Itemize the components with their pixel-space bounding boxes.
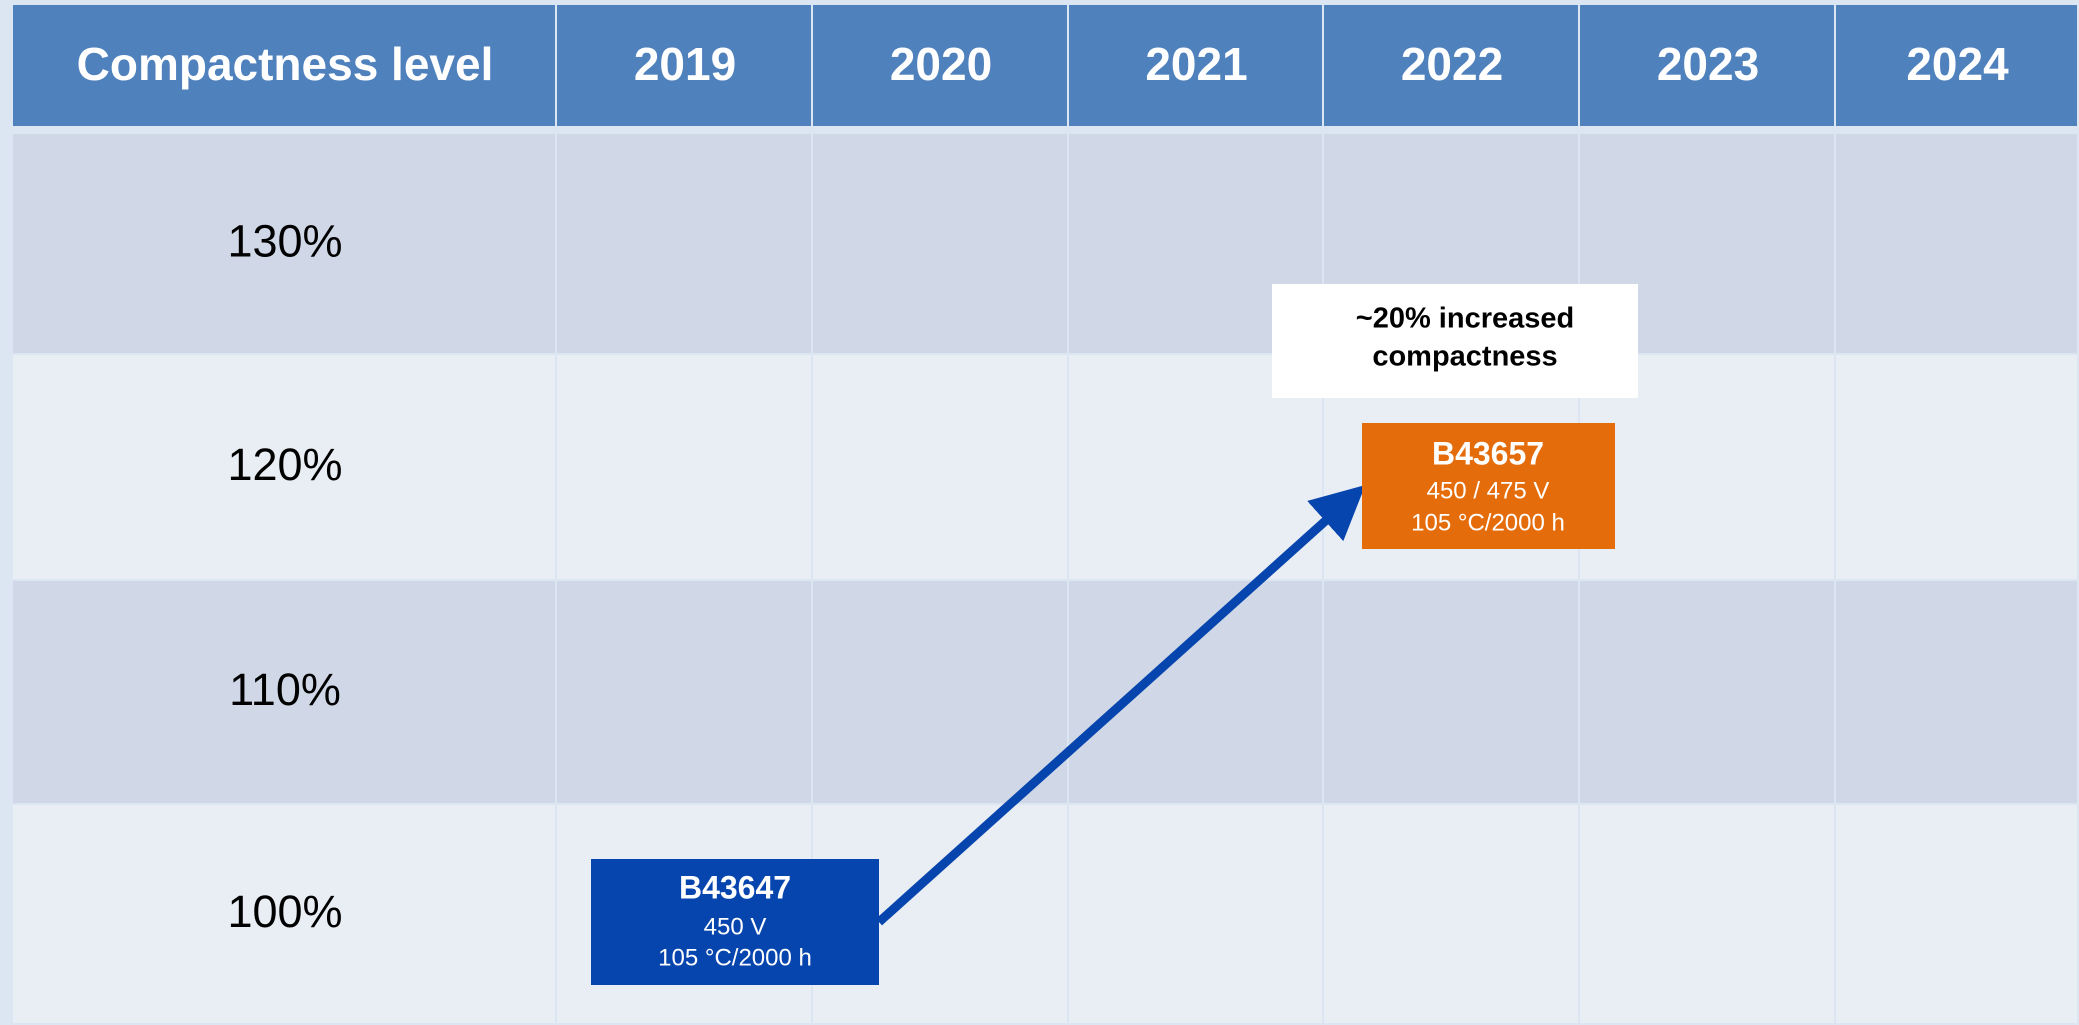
- cell: [13, 805, 555, 1023]
- cell: [813, 134, 1067, 353]
- product-box: [1362, 423, 1615, 549]
- product-name: B43647: [679, 869, 791, 905]
- cell: [1324, 581, 1578, 803]
- product-spec: 450 / 475 V: [1427, 477, 1550, 504]
- table: [13, 5, 2077, 1023]
- cell: [13, 355, 555, 579]
- cell: [1836, 581, 2077, 803]
- cell: [1580, 581, 1834, 803]
- product-spec: 105 °C/2000 h: [658, 944, 812, 971]
- product-spec: 105 °C/2000 h: [1411, 509, 1565, 536]
- cell: [813, 581, 1067, 803]
- cell: [1069, 805, 1322, 1023]
- row-label: 100%: [227, 886, 342, 937]
- cell: [557, 134, 811, 353]
- table-text: Compactness level 2019 2020 2021 2022 2023 202…: [77, 38, 2009, 937]
- product-box: [591, 859, 879, 985]
- header-text: 2021: [1145, 38, 1247, 90]
- header-cell: [1580, 5, 1834, 126]
- cell: [1836, 355, 2077, 579]
- cell: [557, 355, 811, 579]
- header-text: 2019: [634, 38, 736, 90]
- header-text: 2020: [890, 38, 992, 90]
- header-cell: [1324, 5, 1578, 126]
- header-cell: [13, 5, 555, 126]
- arrow: [875, 484, 1366, 926]
- header-cell: [1069, 5, 1322, 126]
- header-text: 2023: [1657, 38, 1759, 90]
- cell: [13, 581, 555, 803]
- cell: [13, 134, 555, 353]
- header-cell: [557, 5, 811, 126]
- cell: [1836, 134, 2077, 353]
- cell: [813, 355, 1067, 579]
- row-label: 120%: [227, 439, 342, 490]
- header-text: 2024: [1906, 38, 2009, 90]
- annotation: compactness: [1372, 341, 1557, 373]
- product-name: B43657: [1432, 435, 1544, 471]
- row-label: 110%: [229, 664, 341, 715]
- cell: [1580, 805, 1834, 1023]
- header-text: Compactness level: [77, 38, 494, 90]
- cell: [1069, 581, 1322, 803]
- product-spec: 450 V: [704, 913, 767, 940]
- cell: [557, 581, 811, 803]
- header-cell: [813, 5, 1067, 126]
- cell: [1836, 805, 2077, 1023]
- annotation-box: [1272, 284, 1638, 398]
- header-text: 2022: [1401, 38, 1503, 90]
- annotation: ~20% increased: [1356, 303, 1574, 335]
- row-label: 130%: [227, 215, 342, 266]
- cell: [1324, 805, 1578, 1023]
- header-cell: [1836, 5, 2077, 126]
